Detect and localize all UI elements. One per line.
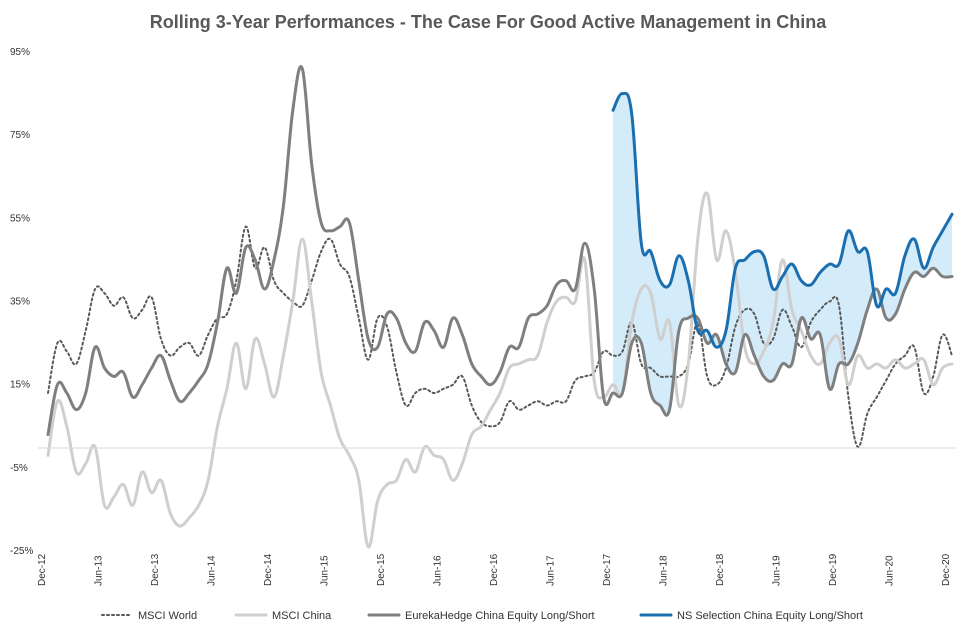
x-tick-label: Dec-13 bbox=[150, 553, 161, 586]
series-line-msci-world bbox=[47, 225, 953, 449]
x-tick-label: Dec-15 bbox=[376, 553, 387, 586]
y-tick-label: 15% bbox=[10, 380, 30, 391]
x-tick-label: Dec-19 bbox=[828, 553, 839, 586]
y-tick-label: -5% bbox=[10, 463, 28, 474]
y-axis: 95% 75% 55% 35% 15% -5% -25% bbox=[10, 47, 33, 557]
x-tick-label: Jun-14 bbox=[207, 555, 218, 586]
shaded-area-outperformance bbox=[613, 93, 952, 416]
y-tick-label: 95% bbox=[10, 47, 30, 58]
y-tick-label: 75% bbox=[10, 130, 30, 141]
x-tick-label: Dec-18 bbox=[715, 553, 726, 586]
y-tick-label: 35% bbox=[10, 297, 30, 308]
x-tick-label: Jun-19 bbox=[772, 555, 783, 586]
x-tick-label: Jun-20 bbox=[885, 555, 896, 586]
x-tick-label: Jun-17 bbox=[546, 555, 557, 586]
shaded-area-layer bbox=[613, 93, 952, 416]
x-tick-label: Jun-13 bbox=[94, 555, 105, 586]
x-tick-label: Dec-17 bbox=[602, 553, 613, 586]
series-layer bbox=[46, 65, 954, 549]
chart-title: Rolling 3-Year Performances - The Case F… bbox=[150, 12, 827, 32]
y-tick-label: -25% bbox=[10, 546, 33, 557]
x-tick-label: Dec-16 bbox=[489, 553, 500, 586]
x-tick-label: Dec-12 bbox=[37, 553, 48, 586]
legend-label-msci-world: MSCI World bbox=[138, 610, 197, 622]
x-tick-label: Jun-18 bbox=[659, 555, 670, 586]
x-tick-label: Dec-20 bbox=[941, 553, 952, 586]
legend-label-eurekahedge-china-equity-long-short: EurekaHedge China Equity Long/Short bbox=[405, 610, 595, 622]
x-axis: Dec-12 Jun-13 Dec-13 Jun-14 Dec-14 Jun-15 Dec-… bbox=[37, 447, 956, 586]
x-tick-label: Dec-14 bbox=[263, 553, 274, 586]
legend-label-ns-selection-china-equity-long-short: NS Selection China Equity Long/Short bbox=[677, 610, 863, 622]
series-line-eurekahedge-china-equity-long-short bbox=[46, 65, 954, 437]
legend-label-msci-china: MSCI China bbox=[272, 610, 332, 622]
legend: MSCI World MSCI China EurekaHedge China Eq… bbox=[101, 610, 863, 622]
x-tick-label: Jun-16 bbox=[433, 555, 444, 586]
y-tick-label: 55% bbox=[10, 213, 30, 224]
series-line-ns-selection-china-equity-long-short bbox=[611, 91, 954, 349]
x-tick-label: Jun-15 bbox=[320, 555, 331, 586]
